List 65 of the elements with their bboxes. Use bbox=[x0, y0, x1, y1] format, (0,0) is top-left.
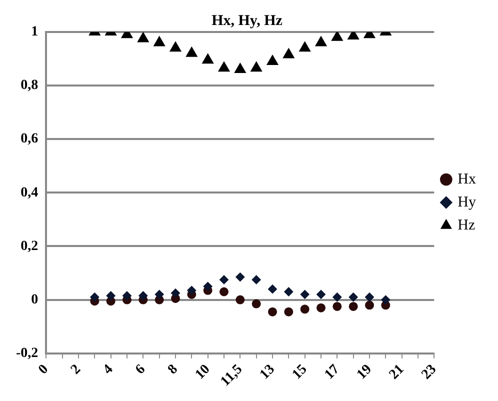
point bbox=[186, 46, 198, 57]
x-tick-label: 19 bbox=[354, 362, 375, 383]
point bbox=[250, 62, 262, 72]
legend-label: Hx bbox=[458, 171, 476, 188]
point bbox=[187, 286, 196, 295]
point bbox=[202, 54, 214, 64]
point bbox=[282, 48, 294, 58]
x-tick-label: 2 bbox=[68, 362, 84, 378]
y-tick-label: -0,2 bbox=[16, 346, 38, 361]
point bbox=[236, 295, 245, 304]
point bbox=[137, 32, 149, 42]
x-tick-label: 6 bbox=[132, 362, 149, 378]
point bbox=[300, 290, 310, 299]
y-tick-label: 0,6 bbox=[20, 132, 38, 147]
point bbox=[266, 54, 278, 65]
point bbox=[348, 292, 358, 302]
x-tick-label: 13 bbox=[257, 362, 278, 383]
point bbox=[316, 290, 326, 299]
point bbox=[154, 36, 166, 46]
x-tick-label: 8 bbox=[165, 362, 181, 378]
point bbox=[331, 32, 343, 41]
x-tick-label: 15 bbox=[290, 362, 310, 383]
chart-title: Hx, Hy, Hz bbox=[212, 12, 283, 29]
point bbox=[365, 292, 374, 302]
x-tick-label: 17 bbox=[322, 362, 343, 383]
legend-label: Hy bbox=[458, 194, 476, 210]
point bbox=[220, 287, 228, 296]
point bbox=[122, 291, 132, 300]
point bbox=[218, 62, 230, 72]
point bbox=[284, 287, 294, 296]
point bbox=[284, 307, 294, 316]
y-tick-label: 0,2 bbox=[20, 238, 38, 254]
point bbox=[332, 292, 342, 302]
y-tick-label: 1 bbox=[31, 24, 38, 40]
point bbox=[315, 36, 327, 46]
point bbox=[252, 275, 261, 284]
x-tick-label: 11,5 bbox=[218, 362, 246, 390]
point bbox=[332, 302, 342, 311]
point bbox=[381, 295, 390, 304]
x-tick-label: 4 bbox=[100, 362, 116, 378]
point bbox=[365, 300, 374, 310]
point bbox=[106, 291, 116, 300]
point bbox=[170, 288, 180, 298]
point bbox=[220, 275, 228, 284]
y-tick-label: 0,4 bbox=[20, 185, 38, 200]
y-tick-label: 0,8 bbox=[20, 78, 38, 94]
point bbox=[236, 272, 245, 282]
x-tick-label: 10 bbox=[192, 362, 214, 383]
x-tick-label: 21 bbox=[386, 362, 408, 383]
y-tick-label: 0 bbox=[31, 292, 38, 308]
point bbox=[138, 291, 148, 300]
point bbox=[203, 282, 212, 291]
point bbox=[234, 62, 246, 73]
point bbox=[252, 299, 261, 308]
point bbox=[316, 303, 326, 312]
point bbox=[300, 304, 310, 314]
point bbox=[154, 290, 164, 299]
point bbox=[299, 42, 311, 52]
legend-label: Hz bbox=[458, 217, 476, 234]
point bbox=[90, 292, 100, 302]
x-tick-label: 23 bbox=[419, 362, 440, 383]
point bbox=[268, 284, 277, 294]
point bbox=[348, 302, 358, 311]
point bbox=[170, 42, 182, 52]
point bbox=[268, 307, 277, 316]
